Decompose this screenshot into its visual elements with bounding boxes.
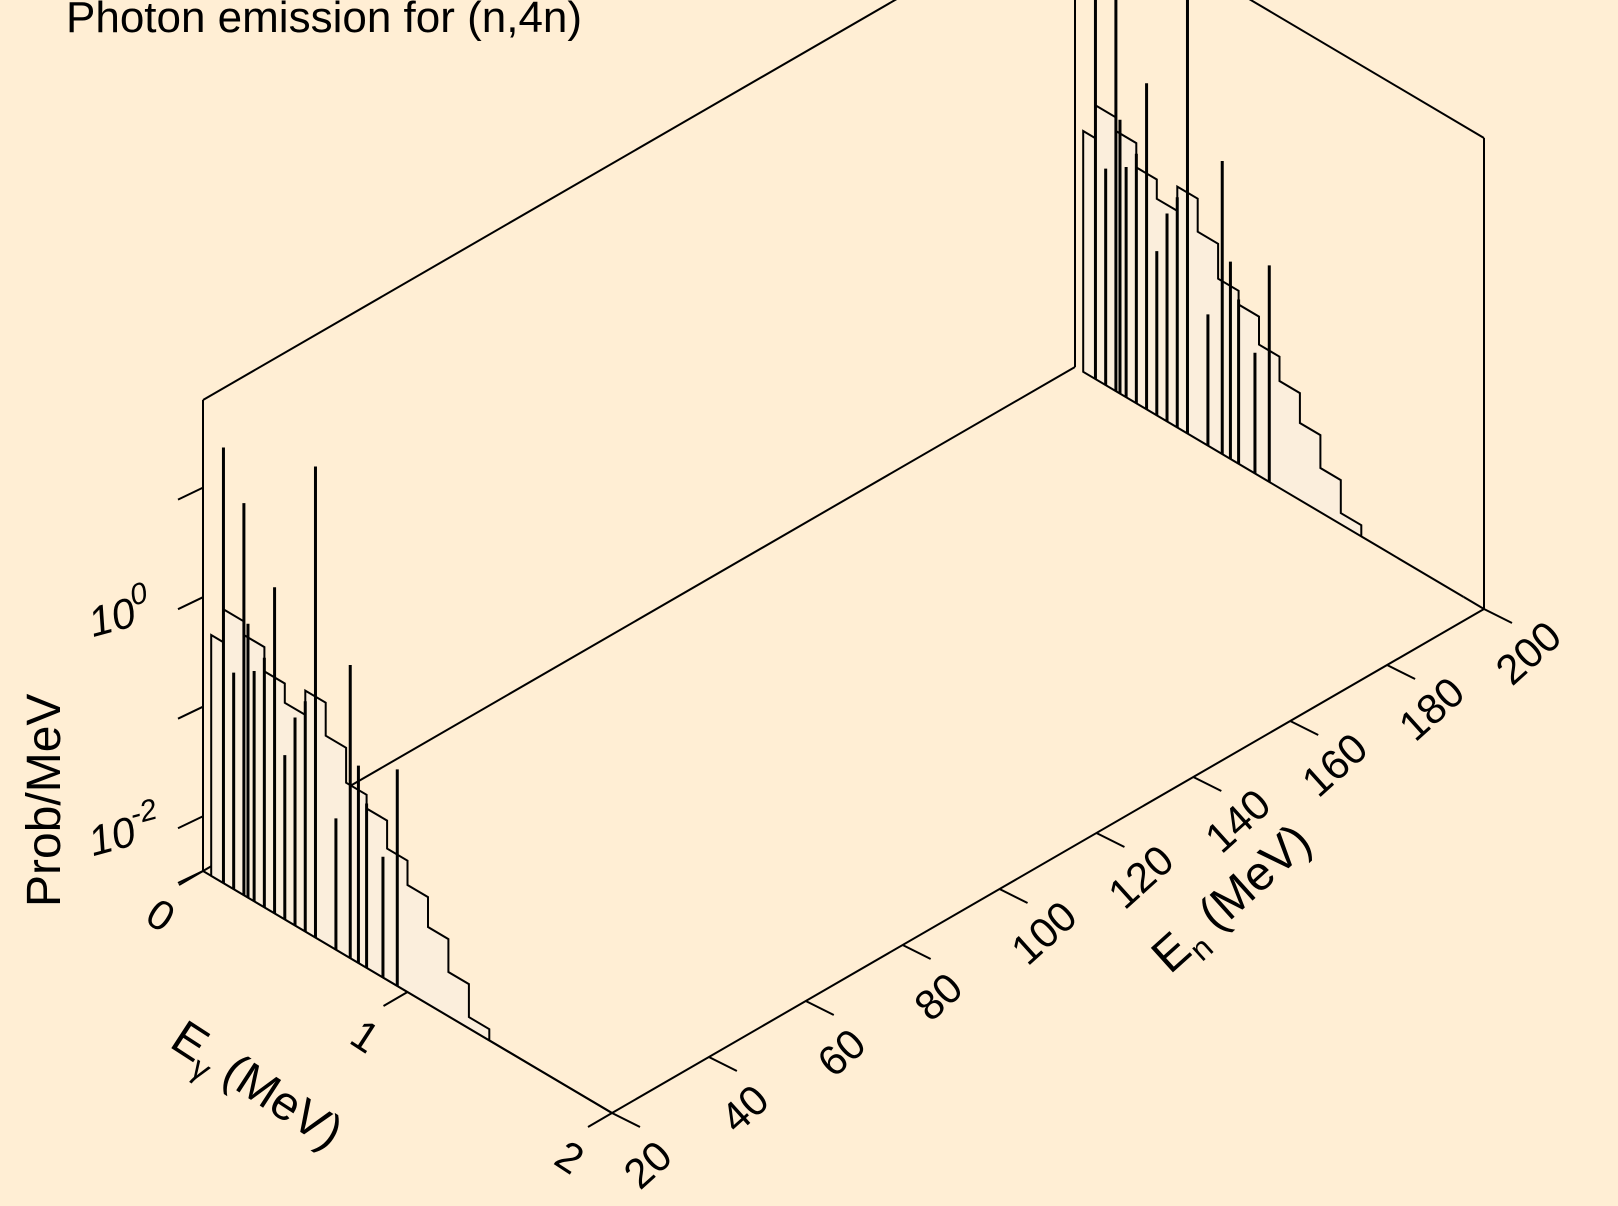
y-axis-tick [1483, 608, 1513, 624]
frame-edge-top-right [1248, 0, 1485, 139]
frame-edge-floor-right [611, 608, 1485, 1114]
y-tick-label: 80 [905, 963, 971, 1029]
continuum-histogram [210, 607, 593, 1102]
y-axis-tick [1289, 720, 1319, 736]
y-tick-label: 120 [1099, 836, 1183, 918]
slice-en-20 [210, 447, 613, 1114]
x-axis-label: Eγ (MeV) [158, 1011, 352, 1167]
z-axis-tick [177, 705, 204, 720]
z-axis-label: Prob/MeV [18, 694, 71, 907]
y-tick-label: 100 [1002, 892, 1086, 974]
continuum-histogram [1082, 103, 1465, 598]
y-tick-label: 160 [1293, 724, 1377, 806]
x-axis-tick [587, 1112, 613, 1128]
continuum-tail [591, 1100, 613, 1114]
y-tick-label: 20 [615, 1131, 681, 1197]
y-axis-tick [805, 1000, 835, 1016]
x-tick-label: 1 [343, 1010, 388, 1062]
frame-edge-top-back [202, 0, 898, 401]
z-axis-tick [177, 596, 204, 611]
z-tick-label: 10-2 [81, 793, 166, 865]
y-axis-tick [1095, 832, 1125, 848]
y-axis-tick [1192, 776, 1222, 792]
x-axis-tick [382, 991, 409, 1007]
x-tick-label: 2 [547, 1131, 592, 1183]
z-tick-label: 100 [81, 576, 157, 646]
y-axis-tick [1386, 664, 1416, 680]
y-axis-tick [611, 1112, 641, 1128]
z-axis-tick [177, 486, 204, 501]
continuum-tail [1463, 596, 1485, 610]
y-axis-tick [902, 944, 932, 960]
x-tick-label: 0 [138, 889, 183, 941]
y-axis-tick [999, 888, 1029, 904]
z-axis-tick [177, 815, 204, 830]
x-axis-tick [178, 870, 204, 886]
y-tick-label: 60 [808, 1019, 874, 1085]
chart-title: Photon emission for (n,4n) [66, 0, 582, 42]
slice-en-200 [1082, 0, 1485, 610]
y-axis-tick [708, 1056, 738, 1072]
x-axis-label-unit: (MeV) [202, 1037, 352, 1160]
y-tick-label: 180 [1390, 668, 1474, 750]
y-tick-label: 200 [1487, 612, 1571, 694]
y-tick-label: 40 [711, 1075, 777, 1141]
spectrum-slices [210, 0, 1485, 1114]
